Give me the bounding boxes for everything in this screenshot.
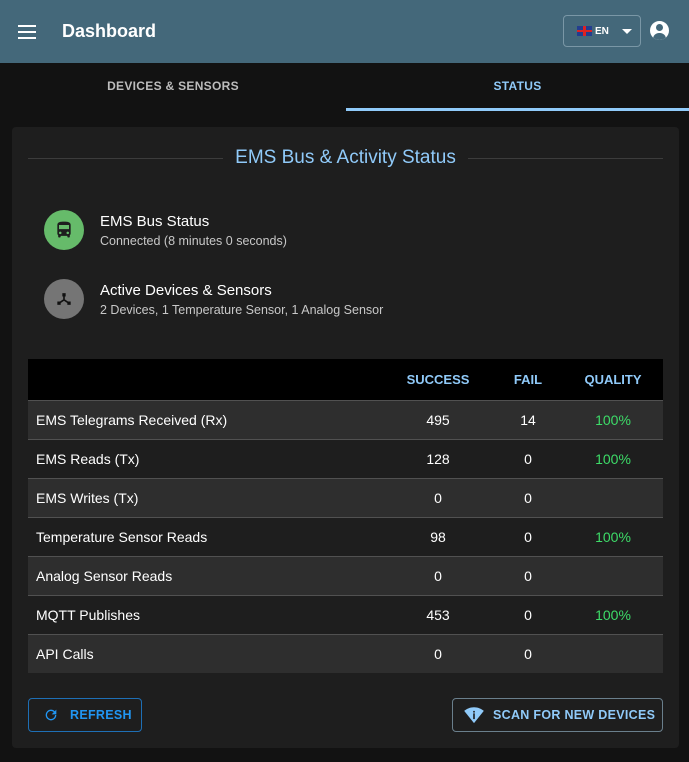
quality-value: 100%: [563, 516, 663, 556]
col-fail: FAIL: [493, 359, 563, 400]
item-subtitle: 2 Devices, 1 Temperature Sensor, 1 Analo…: [100, 302, 384, 317]
success-value: 0: [383, 555, 493, 595]
success-value: 0: [383, 633, 493, 673]
wifi-info-icon: [464, 707, 484, 724]
scan-devices-button[interactable]: SCAN FOR NEW DEVICES: [452, 698, 663, 732]
fail-value: 0: [493, 438, 563, 478]
hub-icon: [44, 279, 84, 319]
language-select[interactable]: EN: [563, 15, 641, 47]
tab-devices-sensors[interactable]: DEVICES & SENSORS: [107, 79, 239, 93]
ems-bus-status-item: EMS Bus Status Connected (8 minutes 0 se…: [44, 210, 287, 250]
fail-value: 14: [493, 399, 563, 439]
table-row: Analog Sensor Reads 0 0: [28, 555, 663, 595]
row-label: EMS Writes (Tx): [28, 477, 383, 517]
quality-value: 100%: [563, 438, 663, 478]
row-label: EMS Reads (Tx): [28, 438, 383, 478]
table-row: MQTT Publishes 453 0 100%: [28, 594, 663, 634]
chevron-down-icon: [621, 28, 632, 34]
fail-value: 0: [493, 516, 563, 556]
item-title: Active Devices & Sensors: [100, 281, 272, 299]
table-row: EMS Telegrams Received (Rx) 495 14 100%: [28, 399, 663, 439]
col-success: SUCCESS: [383, 359, 493, 400]
quality-value: 100%: [563, 594, 663, 634]
fail-value: 0: [493, 633, 563, 673]
tab-bar: DEVICES & SENSORS STATUS: [0, 63, 689, 111]
item-subtitle: Connected (8 minutes 0 seconds): [100, 233, 287, 248]
fail-value: 0: [493, 555, 563, 595]
tab-status[interactable]: STATUS: [346, 63, 689, 111]
success-value: 495: [383, 399, 493, 439]
fail-value: 0: [493, 594, 563, 634]
account-icon[interactable]: [650, 21, 669, 40]
success-value: 98: [383, 516, 493, 556]
page-title: Dashboard: [62, 21, 157, 41]
quality-value: [563, 555, 663, 595]
uk-flag-icon: [577, 26, 592, 36]
refresh-label: REFRESH: [70, 708, 132, 722]
quality-value: 100%: [563, 399, 663, 439]
refresh-button[interactable]: REFRESH: [28, 698, 142, 732]
section-header: EMS Bus & Activity Status: [28, 147, 664, 169]
table-row: EMS Reads (Tx) 128 0 100%: [28, 438, 663, 478]
status-card: EMS Bus & Activity Status EMS Bus Status…: [12, 127, 679, 748]
active-devices-item: Active Devices & Sensors 2 Devices, 1 Te…: [44, 279, 383, 319]
language-label: EN: [595, 25, 609, 37]
fail-value: 0: [493, 477, 563, 517]
success-value: 128: [383, 438, 493, 478]
success-value: 453: [383, 594, 493, 634]
bus-icon: [44, 210, 84, 250]
row-label: EMS Telegrams Received (Rx): [28, 399, 383, 439]
table-row: Temperature Sensor Reads 98 0 100%: [28, 516, 663, 556]
app-bar: Dashboard EN: [0, 0, 689, 63]
success-value: 0: [383, 477, 493, 517]
table-row: API Calls 0 0: [28, 633, 663, 673]
refresh-icon: [45, 709, 57, 721]
quality-value: [563, 633, 663, 673]
table-row: EMS Writes (Tx) 0 0: [28, 477, 663, 517]
col-quality: QUALITY: [563, 359, 663, 400]
activity-table: SUCCESS FAIL QUALITY EMS Telegrams Recei…: [28, 359, 663, 673]
row-label: API Calls: [28, 633, 383, 673]
row-label: Temperature Sensor Reads: [28, 516, 383, 556]
section-title: EMS Bus & Activity Status: [235, 147, 456, 168]
menu-icon[interactable]: [18, 24, 36, 39]
quality-value: [563, 477, 663, 517]
row-label: MQTT Publishes: [28, 594, 383, 634]
item-title: EMS Bus Status: [100, 212, 210, 230]
scan-label: SCAN FOR NEW DEVICES: [493, 708, 656, 722]
col-name: [28, 359, 383, 400]
row-label: Analog Sensor Reads: [28, 555, 383, 595]
